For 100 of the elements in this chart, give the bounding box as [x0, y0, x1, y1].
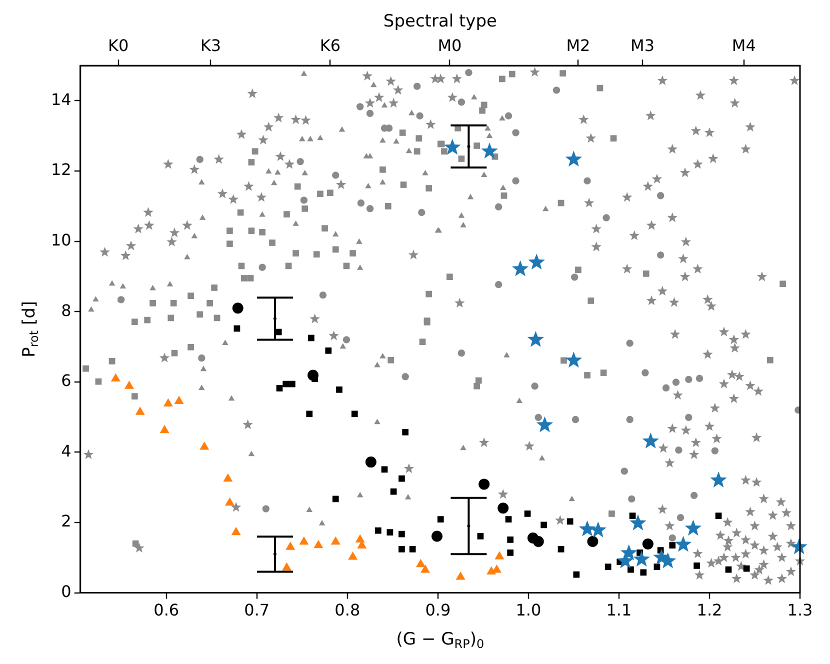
point — [616, 552, 634, 568]
point — [531, 382, 538, 390]
point — [711, 447, 719, 454]
point — [416, 558, 426, 568]
point — [456, 571, 466, 580]
point — [558, 546, 564, 552]
point — [657, 251, 664, 259]
point — [357, 199, 365, 207]
x-tick-label: 1.0 — [516, 600, 542, 620]
point — [390, 488, 397, 495]
point — [626, 416, 634, 424]
point — [626, 340, 634, 347]
point — [342, 336, 350, 344]
x-tick-label: 0.6 — [154, 600, 180, 620]
point — [413, 82, 421, 90]
x-tick-label: 1.1 — [606, 600, 632, 620]
point — [628, 566, 634, 573]
point — [356, 103, 364, 110]
point — [528, 254, 545, 270]
y-tick-label: 4 — [61, 441, 72, 460]
point — [498, 502, 509, 514]
point — [232, 302, 244, 314]
point — [398, 475, 405, 482]
point — [308, 334, 314, 342]
point — [657, 192, 664, 200]
point — [196, 156, 204, 164]
point — [258, 264, 266, 271]
point — [110, 373, 120, 382]
x-tick-label: 0.9 — [425, 600, 451, 620]
point — [565, 150, 582, 167]
y-tick-label: 12 — [51, 160, 72, 180]
point — [512, 177, 520, 184]
point — [224, 497, 234, 506]
y-tick-label: 6 — [61, 371, 72, 390]
point — [630, 514, 646, 530]
point — [629, 512, 636, 520]
point — [420, 564, 430, 573]
point — [669, 542, 676, 549]
point — [524, 510, 531, 517]
point — [573, 571, 580, 578]
y-axis-title: Prot [d] — [19, 300, 42, 358]
point — [478, 478, 490, 490]
point — [532, 536, 544, 547]
point — [300, 196, 308, 204]
point — [366, 205, 374, 212]
point — [124, 380, 134, 389]
point — [325, 347, 332, 354]
point — [571, 274, 578, 281]
point — [552, 86, 560, 94]
point — [282, 562, 292, 571]
point — [366, 110, 374, 117]
point — [536, 416, 554, 432]
annotation: M4 — [732, 36, 756, 56]
point — [494, 280, 502, 288]
point — [402, 429, 409, 436]
point — [330, 536, 340, 545]
annotation: M3 — [630, 36, 654, 56]
point — [432, 530, 443, 542]
point — [365, 456, 376, 468]
point — [685, 376, 692, 384]
point — [504, 112, 512, 120]
point — [578, 520, 596, 536]
point — [296, 158, 304, 166]
point — [572, 416, 580, 424]
point — [458, 350, 466, 357]
x-tick-label: 1.3 — [787, 600, 813, 620]
point — [135, 406, 145, 415]
point — [743, 565, 750, 572]
point — [633, 550, 650, 567]
point — [314, 540, 324, 548]
point — [725, 566, 732, 573]
point — [587, 536, 598, 547]
y-tick-label: 10 — [51, 230, 72, 250]
point — [676, 514, 684, 522]
point — [540, 522, 548, 528]
point — [684, 520, 702, 536]
point — [584, 177, 591, 184]
point — [642, 432, 660, 448]
point — [409, 546, 416, 552]
point — [685, 414, 692, 422]
point — [374, 527, 382, 534]
point — [628, 495, 636, 503]
point — [507, 550, 514, 556]
point — [654, 564, 660, 570]
point — [174, 396, 184, 404]
point — [332, 496, 339, 502]
point — [620, 468, 628, 475]
point — [355, 534, 365, 542]
point — [710, 472, 727, 488]
y-tick-label: 0 — [61, 582, 72, 601]
point — [494, 551, 504, 560]
point — [694, 562, 700, 569]
point — [332, 172, 340, 179]
point — [534, 414, 542, 422]
point — [668, 534, 676, 542]
point — [276, 385, 283, 392]
point — [398, 530, 405, 538]
point — [690, 492, 698, 500]
point — [566, 518, 574, 525]
point — [402, 373, 409, 380]
